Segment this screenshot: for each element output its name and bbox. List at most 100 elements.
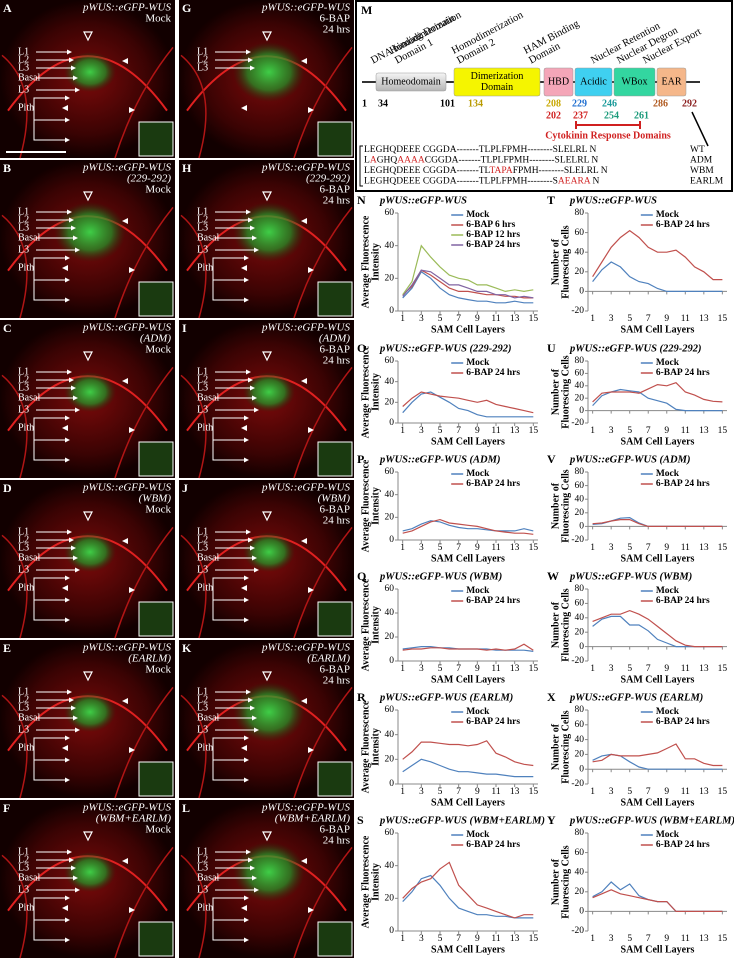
panel-treatment: 6-BAP (319, 664, 350, 676)
panel-treatment: 6-BAP (319, 824, 350, 836)
boundary-marker (301, 218, 307, 224)
arrow-head (75, 567, 80, 573)
arrow-head (69, 377, 74, 383)
chart-title: pWUS::eGFP-WUS (ADM) (569, 454, 690, 465)
series-line (592, 382, 723, 403)
legend-label: 6-BAP 6 hrs (466, 220, 515, 230)
panel-letter: X (547, 690, 556, 704)
inset (138, 441, 174, 477)
layer-label: L3 (197, 862, 208, 873)
x-tick-label: 7 (456, 934, 461, 944)
y-tick-label: 0 (389, 779, 394, 789)
layer-label: L2 (197, 694, 208, 705)
tissue-outline (1, 214, 28, 319)
tissue-outline (1, 534, 28, 639)
gfp-signal (64, 692, 116, 732)
x-tick-label: 13 (510, 787, 520, 797)
boundary-marker (308, 587, 314, 593)
arrow-head (75, 407, 80, 413)
inset (317, 761, 353, 797)
chart-title: pWUS::eGFP-WUS (379, 195, 467, 206)
arrow-head (65, 457, 70, 463)
x-tick-label: 11 (491, 787, 500, 797)
gfp-signal (64, 532, 116, 572)
panel-construct: pWUS::eGFP-WUS (82, 482, 171, 494)
arrow-head (254, 407, 259, 413)
layer-label: Basal (18, 392, 40, 403)
panel-letter: N (357, 193, 366, 207)
arrow-head (69, 57, 74, 63)
arrow-head (246, 369, 251, 375)
x-tick-label: 5 (627, 787, 632, 797)
residue-number: 229 (572, 98, 587, 109)
x-axis-label: SAM Cell Layers (431, 553, 505, 564)
y-tick-label: 40 (385, 608, 395, 618)
tissue-outline (114, 686, 174, 799)
legend-label: 6-BAP 24 hrs (466, 840, 520, 850)
sequence-segment: AAAA (397, 156, 425, 166)
arrow-head (244, 757, 249, 763)
layer-label: L3 (18, 542, 29, 553)
sequence-segment: L (364, 156, 370, 166)
y-tick-label: 20 (575, 750, 585, 760)
pith-bracket (212, 737, 221, 781)
gfp-signal (233, 842, 305, 902)
x-tick-label: 7 (646, 426, 651, 436)
tissue-outline (293, 526, 353, 639)
x-tick-label: 11 (681, 664, 690, 674)
panel-letter: P (357, 452, 364, 466)
arrow-head (246, 209, 251, 215)
tissue-outline (114, 846, 174, 959)
domain-name: Domain (481, 82, 513, 93)
y-axis-label: Fluorescing Cells (560, 845, 571, 919)
tissue-outline (180, 534, 207, 639)
y-tick-label: 40 (575, 494, 585, 504)
series-line (402, 270, 534, 304)
inset (317, 921, 353, 957)
residue-number: 254 (604, 110, 619, 121)
boundary-marker (301, 858, 307, 864)
arrow-head (65, 575, 70, 581)
domain-name: Homeodomain (381, 76, 440, 87)
boundary-marker (122, 378, 128, 384)
layer-label: L3 (18, 222, 29, 233)
series-line (402, 520, 534, 532)
inset (138, 601, 174, 637)
boundary-marker (301, 58, 307, 64)
panel-letter: G (182, 1, 191, 15)
panel-construct: pWUS::eGFP-WUS (82, 2, 171, 14)
boundary-marker (129, 427, 135, 433)
x-tick-label: 15 (529, 934, 539, 944)
arrow-head (65, 777, 70, 783)
x-tick-label: 3 (419, 664, 424, 674)
gfp-signal (243, 532, 295, 572)
boundary-marker (62, 265, 68, 271)
x-tick-label: 15 (529, 543, 539, 553)
layer-label: L2 (197, 214, 208, 225)
legend-label: Mock (656, 830, 680, 840)
boundary-marker (122, 218, 128, 224)
pith-bracket (33, 897, 42, 941)
arrow-head (75, 727, 80, 733)
y-tick-label: 0 (389, 926, 394, 936)
meristem-apex-marker (83, 831, 93, 842)
layer-label: L2 (197, 374, 208, 385)
panel-letter: F (3, 801, 10, 815)
arrow-head (252, 555, 257, 561)
y-axis-label: Number of (550, 858, 561, 905)
chart-title: pWUS::eGFP-WUS (WBM) (569, 571, 692, 582)
arrow-head (73, 715, 78, 721)
sequence-segment: LEGHQDEEE CGGDA-------TL (364, 166, 491, 176)
boundary-marker (129, 587, 135, 593)
sequence-name: EARLM (690, 177, 724, 187)
panel-treatment: 6-BAP (319, 13, 350, 25)
layer-label: L3 (197, 884, 208, 895)
arrow-head (65, 757, 70, 763)
arrow-head (71, 705, 76, 711)
residue-number: 246 (602, 98, 617, 109)
x-tick-label: 5 (438, 314, 443, 324)
